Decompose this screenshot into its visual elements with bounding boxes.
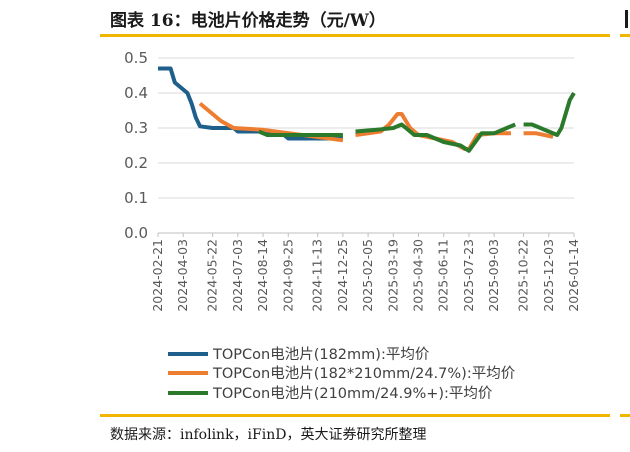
legend-label: TOPCon电池片(182mm):平均价: [212, 346, 430, 363]
x-tick-label: 2026-01-14: [566, 239, 581, 312]
series-line-3: [355, 122, 516, 153]
y-tick-label: 0.5: [124, 49, 148, 67]
x-tick-label: 2025-04-30: [411, 239, 426, 312]
source-note: 数据来源：infolink，iFinD，英大证券研究所整理: [110, 427, 427, 443]
x-axis-ticks: 2024-02-21 2024-04-03 2024-05-22 2024-07-03…: [150, 233, 581, 312]
series-lines: [158, 66, 576, 153]
x-tick-label: 2024-12-25: [335, 239, 350, 312]
x-tick-label: 2025-12-03: [541, 239, 556, 312]
series-line-2: [523, 131, 554, 139]
edge-bar: [625, 10, 628, 28]
x-tick-label: 2024-11-13: [310, 239, 325, 312]
series-line-3: [523, 91, 576, 137]
x-tick-label: 2025-02-05: [360, 239, 375, 312]
gridlines: [158, 57, 574, 234]
legend-label: TOPCon电池片(182*210mm/24.7%):平均价: [212, 365, 516, 382]
y-tick-label: 0.0: [124, 224, 148, 242]
x-tick-label: 2024-08-14: [255, 239, 270, 312]
chart-title: 图表 16：电池片价格走势（元/W）: [110, 11, 386, 31]
y-tick-label: 0.4: [124, 84, 148, 102]
y-tick-label: 0.3: [124, 119, 148, 137]
x-tick-label: 2024-04-03: [175, 239, 190, 312]
y-tick-label: 0.1: [124, 189, 148, 207]
x-tick-label: 2024-02-21: [150, 239, 165, 312]
x-tick-label: 2024-09-25: [280, 239, 295, 312]
x-tick-label: 2025-03-19: [385, 239, 400, 312]
y-axis-ticks: 0.0 0.1 0.2 0.3 0.4 0.5: [124, 49, 148, 242]
legend-label: TOPCon电池片(210mm/24.9%+):平均价: [212, 385, 493, 402]
bottom-divider: [100, 414, 610, 417]
x-tick-label: 2025-09-03: [486, 239, 501, 312]
top-edge-mark: [620, 34, 630, 37]
x-tick-label: 2024-07-03: [230, 239, 245, 312]
y-tick-label: 0.2: [124, 154, 148, 172]
top-divider: [100, 34, 610, 37]
x-tick-label: 2025-10-22: [516, 239, 531, 312]
bottom-edge-mark: [620, 414, 630, 417]
series-line-3: [258, 129, 343, 137]
x-tick-label: 2025-06-11: [436, 239, 451, 312]
x-tick-label: 2024-05-22: [205, 239, 220, 312]
legend: TOPCon电池片(182mm):平均价 TOPCon电池片(182*210mm/…: [168, 346, 516, 402]
x-tick-label: 2025-07-23: [461, 239, 476, 312]
